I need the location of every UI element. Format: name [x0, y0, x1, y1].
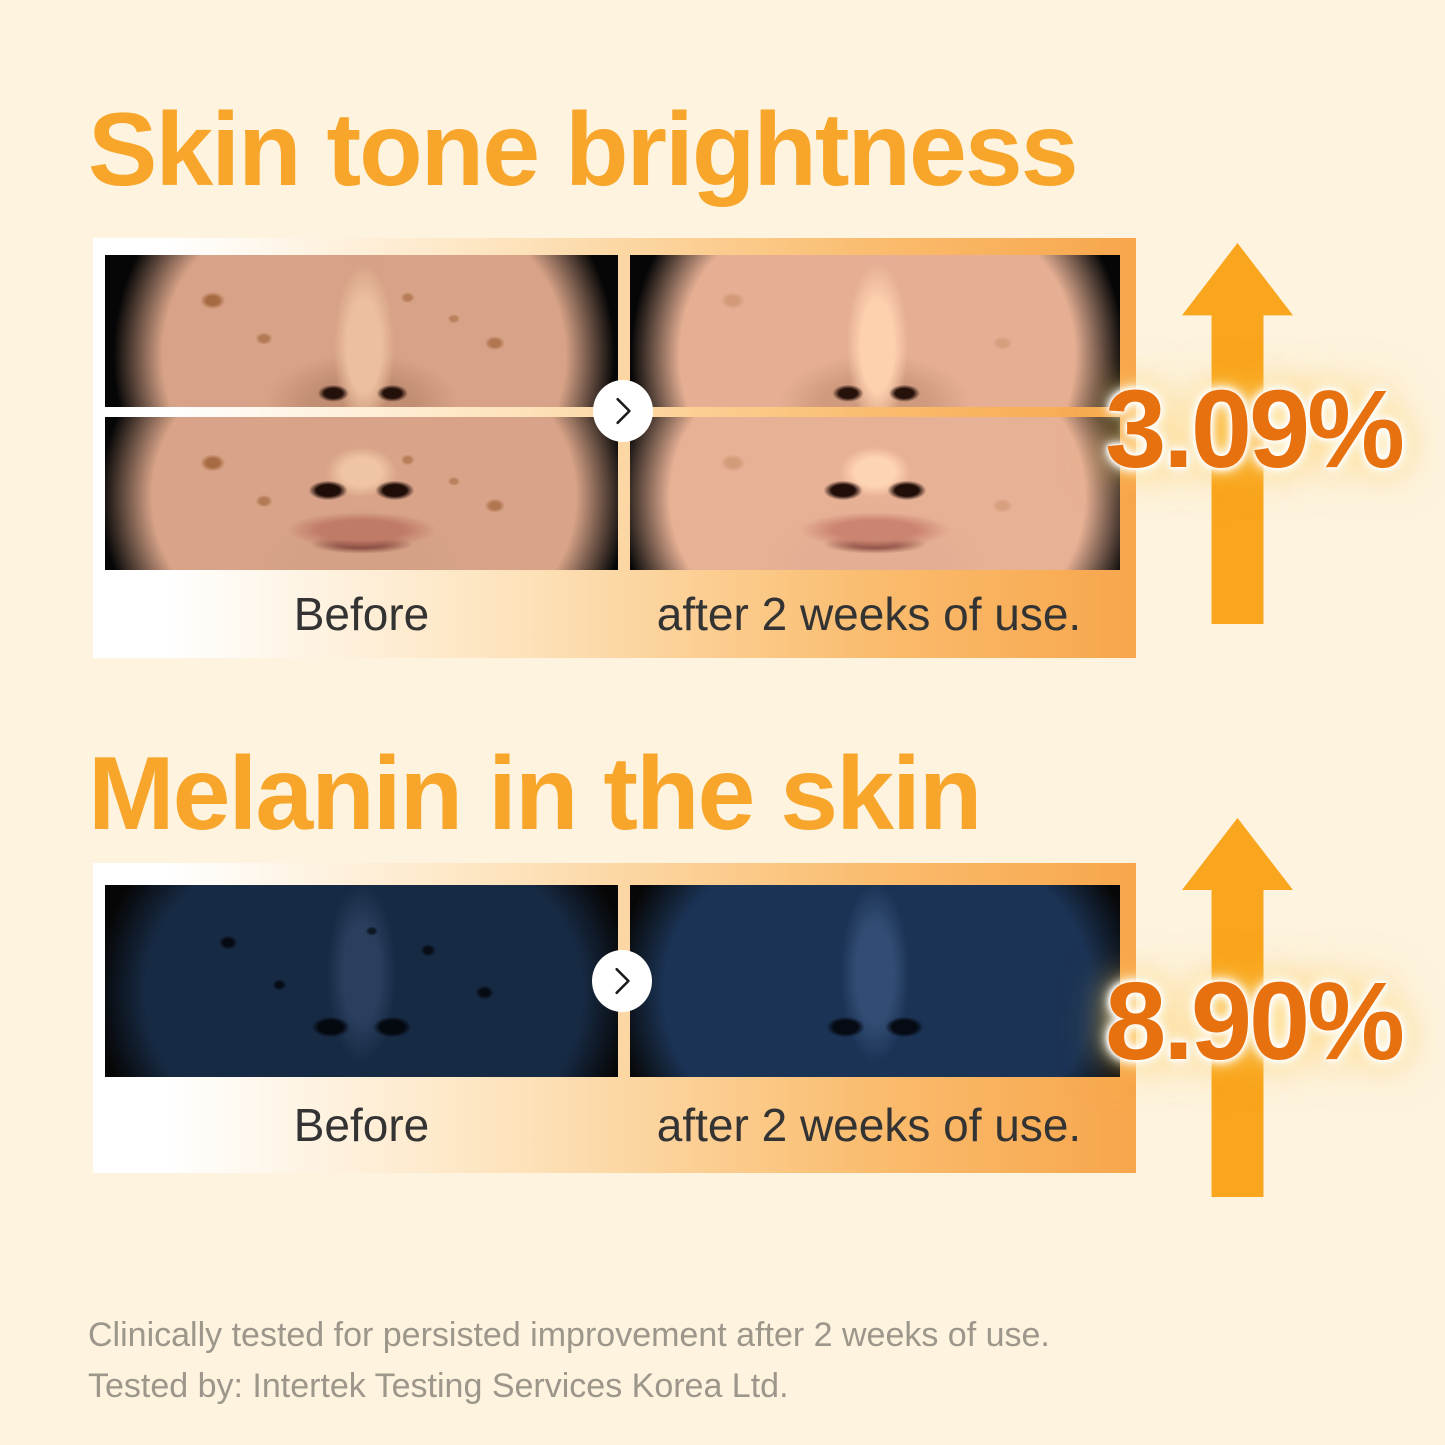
comparison-labels: Before after 2 weeks of use. [105, 1077, 1120, 1173]
after-photo-upper-face [630, 255, 1120, 407]
after-label: after 2 weeks of use. [656, 1099, 1082, 1151]
after-label: after 2 weeks of use. [656, 588, 1082, 640]
before-photo-lower-face [105, 417, 618, 570]
disclaimer-line-2: Tested by: Intertek Testing Services Kor… [88, 1367, 789, 1405]
disclaimer-line-1: Clinically tested for persisted improvem… [88, 1316, 1050, 1354]
section-title-melanin: Melanin in the skin [88, 736, 982, 852]
chevron-right-icon [593, 380, 653, 442]
before-label: Before [293, 588, 430, 640]
chevron-right-glyph [615, 967, 630, 995]
improvement-value-melanin: 8.90% [1105, 960, 1405, 1083]
chevron-right-glyph [616, 397, 631, 425]
before-after-card-skin-tone: Before after 2 weeks of use. [93, 238, 1136, 658]
chevron-right-icon [592, 950, 652, 1012]
after-photo-lower-face [630, 417, 1120, 570]
improvement-value-skin-tone: 3.09% [1105, 368, 1405, 491]
clinical-test-disclaimer: Clinically tested for persisted improvem… [88, 1310, 1050, 1412]
section-title-skin-tone-brightness: Skin tone brightness [88, 92, 1079, 208]
after-photo-uv-face [630, 885, 1120, 1077]
before-after-card-melanin: Before after 2 weeks of use. [93, 863, 1136, 1173]
comparison-labels: Before after 2 weeks of use. [105, 570, 1120, 658]
before-label: Before [293, 1099, 430, 1151]
before-photo-uv-face [105, 885, 618, 1077]
before-photo-upper-face [105, 255, 618, 407]
